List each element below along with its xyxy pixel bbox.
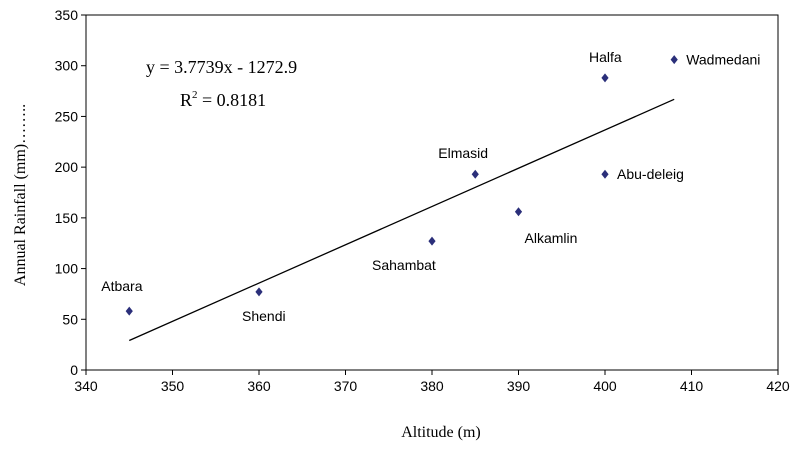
y-axis-ticks: 0 50 100 150 200 250 300 350	[55, 7, 86, 378]
x-axis-ticks: 340 350 360 370 380 390 400 410 420	[74, 370, 790, 394]
x-tick-label: 380	[420, 378, 444, 394]
r-squared-label: R2 = 0.8181	[180, 89, 266, 110]
y-tick-label: 300	[55, 58, 79, 74]
point-label: Alkamlin	[525, 230, 578, 246]
point-label: Atbara	[101, 278, 142, 294]
trendline	[128, 98, 675, 342]
point-labels: Atbara Shendi Sahambat Elmasid Alkamlin Abu-d…	[101, 49, 760, 324]
x-tick-label: 410	[680, 378, 704, 394]
data-point	[601, 73, 609, 83]
y-tick-label: 150	[55, 210, 79, 226]
data-point	[255, 287, 263, 297]
y-tick-label: 0	[70, 362, 78, 378]
trendline-group	[128, 98, 675, 342]
point-label: Sahambat	[372, 257, 436, 273]
data-point	[471, 169, 479, 179]
x-tick-label: 360	[247, 378, 271, 394]
y-tick-label: 250	[55, 108, 79, 124]
point-label: Abu-deleig	[617, 166, 684, 182]
x-tick-label: 370	[334, 378, 358, 394]
point-label: Halfa	[589, 49, 622, 65]
y-tick-label: 100	[55, 261, 79, 277]
trendline-equation: y = 3.7739x - 1272.9	[146, 57, 297, 77]
y-tick-label: 350	[55, 7, 79, 23]
data-point	[670, 55, 678, 65]
data-point	[428, 236, 436, 246]
x-axis-title: Altitude (m)	[401, 424, 481, 441]
y-tick-label: 200	[55, 159, 79, 175]
y-axis-title: Annual Rainfall (mm)……..	[12, 104, 29, 286]
data-point	[514, 207, 523, 217]
data-point	[125, 306, 133, 316]
data-points	[125, 55, 678, 316]
x-tick-label: 420	[766, 378, 790, 394]
point-label: Shendi	[242, 308, 286, 324]
x-tick-label: 390	[507, 378, 531, 394]
x-tick-label: 400	[593, 378, 617, 394]
y-tick-label: 50	[62, 311, 78, 327]
x-tick-label: 340	[74, 378, 98, 394]
point-label: Wadmedani	[686, 52, 760, 68]
point-label: Elmasid	[438, 145, 488, 161]
data-point	[601, 169, 609, 179]
x-tick-label: 350	[161, 378, 185, 394]
